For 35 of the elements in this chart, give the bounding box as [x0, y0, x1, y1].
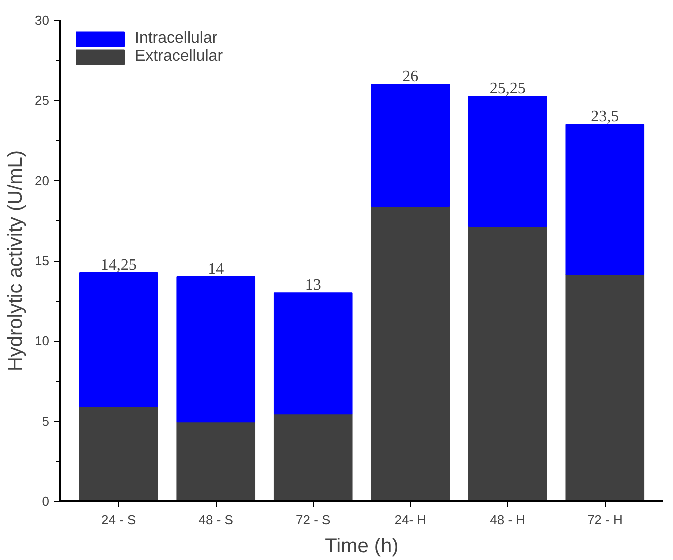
bar	[176, 276, 256, 423]
y-tick-label: 0	[42, 494, 50, 509]
bar	[176, 422, 256, 502]
bar	[371, 84, 450, 207]
x-tick-label: 48 - H	[490, 512, 526, 528]
total-label: 13	[305, 277, 322, 294]
bar	[79, 406, 158, 502]
x-tick-label: 48 - S	[198, 512, 234, 528]
legend-label: Intracellular	[135, 30, 218, 48]
y-tick-label: 25	[35, 93, 50, 108]
y-tick-label: 15	[35, 254, 50, 268]
y-tick-label: 20	[35, 173, 50, 188]
x-tick-label: 24- H	[394, 512, 427, 528]
x-tick-label: 24 - S	[102, 512, 137, 528]
x-tick-label: 72 - S	[296, 512, 332, 528]
total-label: 26	[402, 68, 419, 86]
bar	[566, 274, 645, 502]
bar	[371, 206, 450, 502]
x-axis-title: Time (h)	[325, 536, 399, 558]
bar	[274, 292, 353, 415]
bar	[566, 124, 645, 276]
bar	[468, 226, 548, 502]
legend-label: Extracellular	[135, 48, 224, 66]
total-label: 14,25	[100, 257, 137, 274]
y-tick-label: 5	[42, 414, 50, 429]
total-label: 14	[208, 261, 224, 278]
bar	[274, 414, 353, 502]
bar	[79, 272, 158, 408]
y-tick-label: 10	[35, 334, 50, 349]
bar	[468, 96, 548, 228]
total-label: 23,5	[591, 108, 620, 126]
x-tick-label: 72 - H	[587, 512, 623, 528]
y-axis-title: Hydrolytic activity (U/mL)	[5, 150, 28, 372]
y-tick-label: 30	[35, 13, 50, 28]
total-label: 25,25	[490, 80, 526, 98]
